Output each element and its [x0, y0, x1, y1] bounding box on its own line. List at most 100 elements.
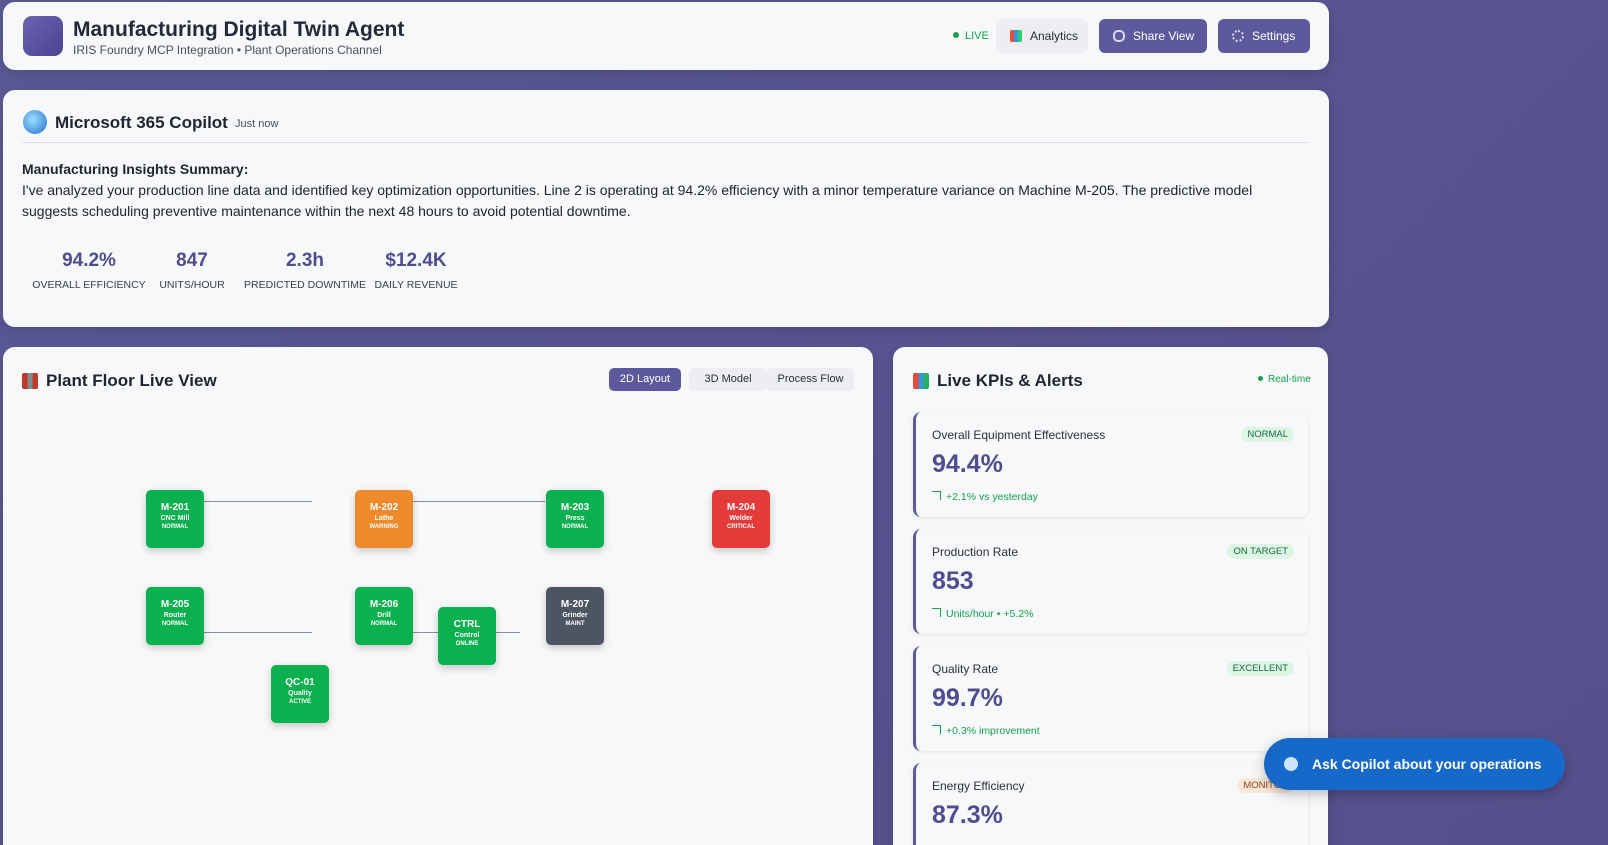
divider [22, 142, 1310, 143]
sender-name: Microsoft 365 Copilot [55, 113, 228, 132]
kpi-trend: Units/hour • +5.2% [932, 608, 1033, 620]
kpi-value: 99.7% [932, 684, 1003, 712]
view-tab[interactable]: 2D Layout [609, 368, 681, 391]
machine-type: Drill [377, 612, 391, 619]
metric-label: DAILY REVENUE [374, 279, 458, 291]
machine-type: Quality [288, 690, 312, 697]
machine-tile[interactable]: M-206 Drill NORMAL [355, 587, 413, 645]
machine-tile[interactable]: M-205 Router NORMAL [146, 587, 204, 645]
machine-id: M-201 [160, 502, 190, 513]
copilot-icon [23, 110, 47, 134]
kpi-status: NORMAL [1241, 427, 1294, 442]
analytics-button[interactable]: Analytics [996, 19, 1088, 53]
machine-type: CNC Mill [160, 515, 190, 522]
metric-label: UNITS/HOUR [159, 279, 225, 291]
message-body: I've analyzed your production line data … [22, 182, 1253, 219]
machine-tile[interactable]: M-207 Grinder MAINT [546, 587, 604, 645]
machine-tile[interactable]: QC-01 Quality ACTIVE [271, 665, 329, 723]
kpi-trend: +0.3% improvement [932, 725, 1040, 737]
machine-status: ACTIVE [288, 699, 311, 705]
kpi-panel: Live KPIs & Alerts Real-time Overall Equ… [893, 347, 1328, 845]
machine-status: WARNING [369, 524, 399, 530]
metric-value: $12.4K [385, 250, 447, 271]
trend-arrow [932, 608, 941, 617]
trend-text: +2.1% vs yesterday [946, 491, 1038, 503]
kpi-trend: +2.1% vs yesterday [932, 491, 1038, 503]
machine-status: NORMAL [161, 524, 189, 530]
machine-type: Router [163, 612, 187, 619]
machine-type: Welder [729, 515, 753, 522]
kpi-label: Quality Rate [932, 662, 999, 676]
connector [397, 501, 545, 502]
trend-arrow [932, 725, 941, 734]
settings-button[interactable]: Settings [1218, 19, 1310, 53]
header: Manufacturing Digital Twin Agent IRIS Fo… [3, 2, 1329, 70]
machine-status: MAINT [565, 621, 585, 627]
connector [190, 501, 312, 502]
plant-floor-panel: Plant Floor Live View 2D Layout 3D Model P… [3, 347, 873, 845]
ask-copilot-button[interactable]: Ask Copilot about your operations [1264, 738, 1565, 790]
machine-id: M-204 [726, 502, 756, 513]
connector [190, 632, 312, 633]
realtime-indicator: Real-time [1258, 374, 1311, 385]
kpi-card: Energy Efficiency MONITOR 87.3% [913, 763, 1308, 845]
metric: 2.3h PREDICTED DOWNTIME [240, 250, 370, 291]
machine-status: NORMAL [370, 621, 398, 627]
kpi-value: 87.3% [932, 801, 1003, 829]
app-subtitle: IRIS Foundry MCP Integration • Plant Ope… [73, 43, 382, 57]
metric: 94.2% OVERALL EFFICIENCY [29, 250, 149, 291]
copilot-message: Microsoft 365 Copilot Just now Manufactu… [3, 90, 1329, 327]
kpi-label: Production Rate [932, 545, 1019, 559]
live-indicator: LIVE [953, 30, 989, 42]
kpi-card: Overall Equipment Effectiveness NORMAL 94.… [913, 412, 1308, 517]
app-title: Manufacturing Digital Twin Agent [73, 18, 405, 41]
view-tab[interactable]: Process Flow [767, 368, 854, 391]
machine-tile[interactable]: M-203 Press NORMAL [546, 490, 604, 548]
kpi-label: Overall Equipment Effectiveness [932, 428, 1106, 442]
machine-id: M-202 [369, 502, 399, 513]
trend-text: Units/hour • +5.2% [946, 608, 1034, 620]
machine-tile[interactable]: M-204 Welder CRITICAL [712, 490, 770, 548]
trend-arrow [932, 491, 941, 500]
machine-id: CTRL [453, 619, 481, 630]
metric-label: PREDICTED DOWNTIME [244, 279, 366, 291]
machine-type: Lathe [374, 515, 394, 522]
kpi-card: Production Rate ON TARGET 853 Units/hour • … [913, 529, 1308, 634]
metric-value: 2.3h [285, 250, 325, 271]
machine-id: M-205 [160, 599, 190, 610]
button-label: Analytics [1030, 29, 1079, 43]
machine-status: NORMAL [161, 621, 189, 627]
metric-value: 847 [176, 250, 208, 271]
metric-label: OVERALL EFFICIENCY [32, 279, 146, 291]
metric-value: 94.2% [62, 250, 116, 271]
timestamp: Just now [235, 118, 279, 130]
machine-id: M-206 [369, 599, 399, 610]
machine-tile[interactable]: M-201 CNC Mill NORMAL [146, 490, 204, 548]
button-label: Share View [1133, 29, 1195, 43]
trend-text: +0.3% improvement [946, 725, 1040, 737]
metric: $12.4K DAILY REVENUE [356, 250, 476, 291]
machine-tile[interactable]: M-202 Lathe WARNING [355, 490, 413, 548]
button-label: Ask Copilot about your operations [1312, 756, 1542, 772]
kpi-status: EXCELLENT [1226, 661, 1294, 676]
machine-tile[interactable]: CTRL Control ONLINE [438, 607, 496, 665]
kpi-card: Quality Rate EXCELLENT 99.7% +0.3% improvem… [913, 646, 1308, 751]
metric: 847 UNITS/HOUR [132, 250, 252, 291]
panel-title: Plant Floor Live View [22, 371, 217, 391]
machine-status: CRITICAL [727, 524, 755, 530]
machine-type: Grinder [562, 612, 588, 619]
kpi-label: Energy Efficiency [932, 779, 1025, 793]
kpi-status: ON TARGET [1227, 544, 1294, 559]
machine-id: M-203 [560, 502, 590, 513]
machine-type: Control [454, 632, 480, 639]
panel-title: Live KPIs & Alerts [913, 371, 1083, 391]
machine-status: ONLINE [455, 641, 479, 647]
kpi-value: 853 [932, 567, 974, 595]
machine-id: M-207 [560, 599, 590, 610]
share-button[interactable]: Share View [1099, 19, 1207, 53]
machine-status: NORMAL [561, 524, 589, 530]
view-tab[interactable]: 3D Model [689, 368, 767, 391]
message-heading: Manufacturing Insights Summary: [22, 161, 249, 177]
